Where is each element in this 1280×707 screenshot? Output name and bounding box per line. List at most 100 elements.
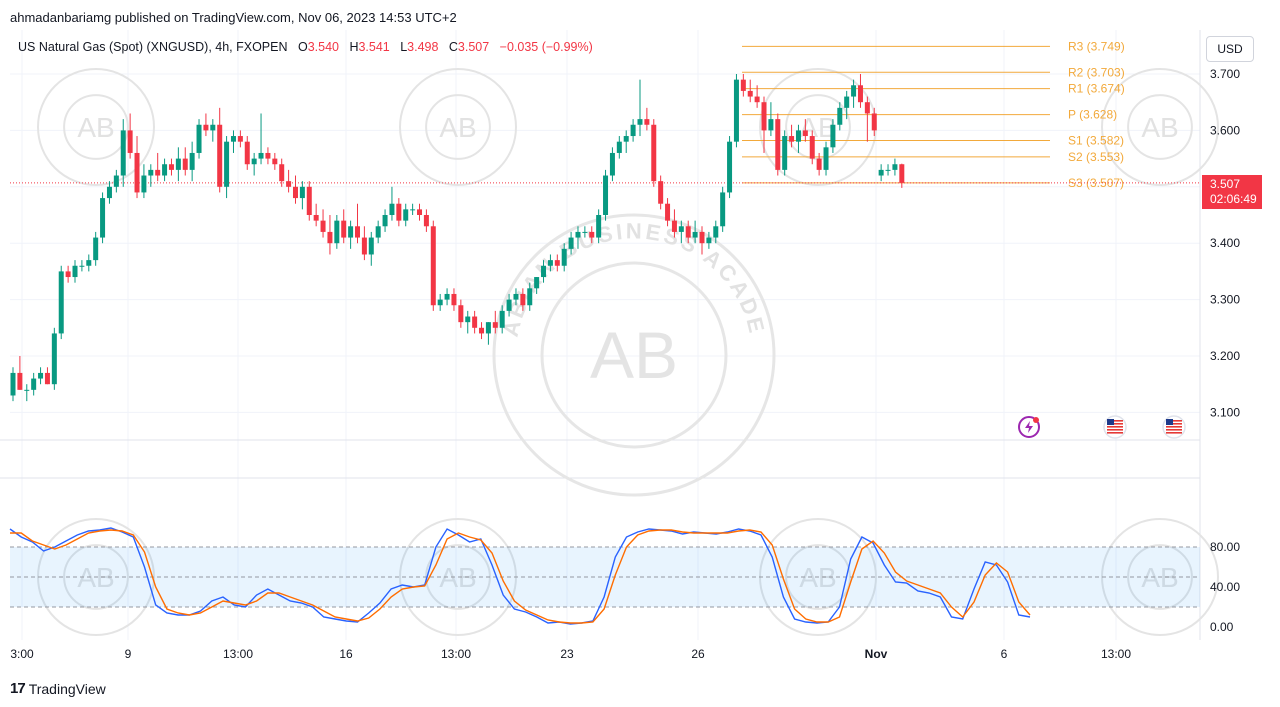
watermark-monogram: AB (439, 112, 476, 143)
candle-body (127, 130, 133, 153)
price-tick-label: 3.400 (1210, 236, 1240, 250)
flag-stripe (1107, 432, 1123, 434)
price-tick-label: 3.200 (1210, 349, 1240, 363)
change-value: −0.035 (−0.99%) (499, 40, 593, 54)
candle-body (809, 136, 815, 159)
time-tick-label: 13:00 (223, 647, 253, 661)
candle-body (258, 152, 264, 159)
candle-body (286, 181, 292, 187)
candle-body (403, 209, 409, 221)
flag-stripe (1166, 423, 1182, 425)
candle-body (699, 231, 705, 244)
candle-body (251, 158, 257, 165)
candle-body (224, 141, 230, 187)
flag-stripe (1166, 429, 1182, 431)
flag-stripe (1107, 420, 1123, 422)
event-icons (1018, 415, 1186, 439)
us-flag-event-icon[interactable] (1162, 415, 1186, 439)
open-label: O (297, 40, 308, 54)
currency-button[interactable]: USD (1206, 36, 1254, 62)
watermark-inner-ring (425, 94, 491, 160)
candle-body (51, 333, 57, 385)
symbol-legend[interactable]: US Natural Gas (Spot) (XNGUSD), 4h, FXOP… (18, 40, 593, 54)
watermark-ring (399, 68, 517, 186)
chart-canvas[interactable]: ABABABABABABABABABARABIAN BUSINESS ACADE… (0, 30, 1280, 670)
candle-body (685, 226, 691, 238)
pivot-label-r2: R2 (3.703) (1068, 65, 1125, 79)
candle-body (485, 322, 491, 334)
last-price-tag: 3.507 02:06:49 (1202, 175, 1262, 209)
candle-body (665, 203, 671, 221)
pivot-label-s2: S2 (3.553) (1068, 150, 1124, 164)
candle-body (878, 169, 884, 176)
candle-body (754, 96, 760, 103)
candle-body (816, 158, 822, 170)
candle-body (844, 96, 850, 108)
candle-body (86, 260, 92, 266)
candle-body (823, 147, 829, 170)
candle-body (120, 130, 126, 176)
watermark-large-monogram: AB (590, 318, 678, 392)
candle-body (168, 164, 174, 170)
candle-body (575, 231, 581, 238)
candle-body (671, 220, 677, 232)
chart-area[interactable]: ABABABABABABABABABARABIAN BUSINESS ACADE… (0, 30, 1280, 670)
candle-body (237, 136, 243, 142)
candle-body (465, 316, 471, 323)
candle-body (437, 299, 443, 306)
candle-body (396, 203, 402, 221)
candle-body (141, 175, 147, 193)
watermark-monogram: AB (1141, 112, 1178, 143)
candle-body (520, 293, 526, 306)
flag-stripe (1166, 432, 1182, 434)
lightning-event-icon[interactable] (1018, 416, 1040, 438)
pivot-label-r3: R3 (3.749) (1068, 39, 1125, 53)
stoch-k-line (9, 527, 1031, 625)
candle-body (830, 124, 836, 148)
candle-body (210, 124, 216, 131)
candle-body (506, 299, 512, 311)
us-flag-event-icon[interactable] (1103, 415, 1127, 439)
candle-body (65, 271, 71, 278)
candle-body (106, 186, 112, 199)
close-label: C (448, 40, 458, 54)
candle-body (389, 203, 395, 215)
notification-dot (1033, 417, 1039, 423)
watermark-inner-ring (1127, 544, 1193, 610)
candle-body (230, 136, 236, 142)
candle-body (603, 175, 609, 215)
candle-body (423, 215, 429, 227)
watermark-large-ring (492, 213, 776, 497)
candle-body (740, 79, 746, 91)
candle-body (644, 119, 650, 125)
candle-body (616, 141, 622, 153)
candle-body (375, 226, 381, 238)
candle-body (313, 215, 319, 221)
candle-body (658, 181, 664, 204)
candle-body (113, 175, 119, 187)
flag-stripe (1107, 423, 1123, 425)
time-tick-label: 23 (560, 647, 574, 661)
time-axis: 3:00 9 13:00 16 13:00 23 26 Nov 6 13:00 (10, 647, 1131, 661)
candle-body (162, 164, 168, 176)
stoch-tick-label: 80.00 (1210, 540, 1240, 554)
candle-body (17, 372, 23, 390)
low-value: 3.498 (407, 40, 439, 54)
flag-canton (1107, 419, 1114, 425)
pivot-label-s1: S1 (3.582) (1068, 134, 1124, 148)
footer-branding[interactable]: 17 TradingView (10, 680, 106, 697)
candle-body (341, 220, 347, 238)
candle-body (182, 158, 188, 170)
candle-body (547, 260, 553, 266)
high-value: 3.541 (358, 40, 390, 54)
candle-body (334, 220, 340, 244)
candle-body (410, 209, 416, 211)
candle-body (582, 231, 588, 233)
candle-body (864, 102, 870, 114)
candle-body (79, 265, 85, 267)
candle-body (361, 237, 367, 255)
time-tick-label: 3:00 (10, 647, 34, 661)
candle-body (479, 327, 485, 334)
candle-body (444, 293, 450, 300)
